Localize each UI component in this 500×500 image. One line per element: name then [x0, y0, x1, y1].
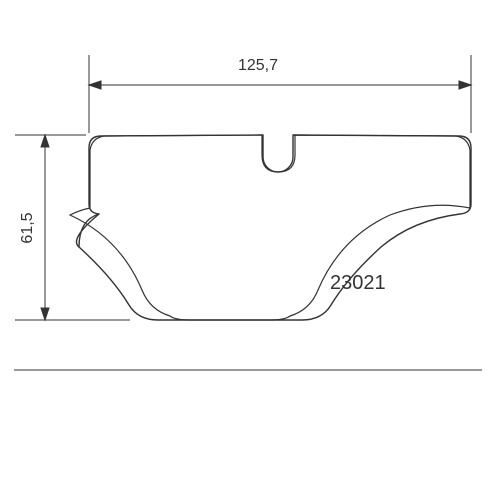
- pad-left-foot: [71, 150, 90, 214]
- dim-width-label: 125,7: [232, 57, 284, 75]
- drawing-svg: [0, 0, 500, 500]
- technical-drawing: 125,7 61,5 23021: [0, 0, 500, 500]
- pad: [77, 135, 472, 320]
- part-number: 23021: [330, 272, 386, 295]
- dim-height-label: 61,5: [19, 206, 37, 249]
